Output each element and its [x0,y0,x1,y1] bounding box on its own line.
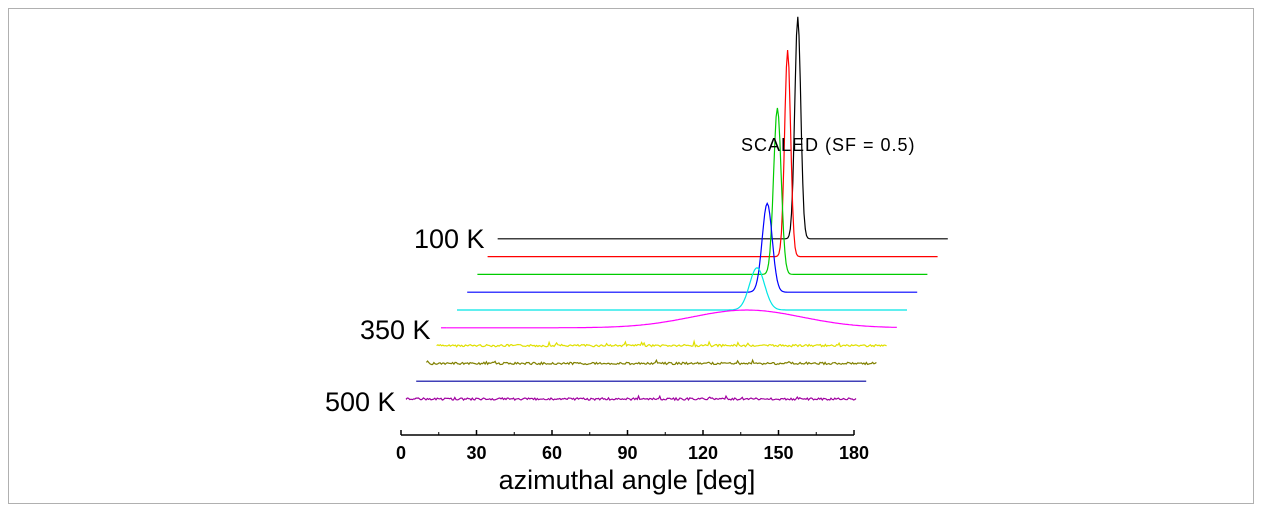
chart-frame: 0 30 60 90 120 150 180 azimuthal angle [deg] S… [8,8,1254,504]
series-trace-5 [446,309,897,329]
x-tick-label-3: 90 [617,443,637,463]
series-trace-3 [467,201,918,293]
waterfall-chart: 0 30 60 90 120 150 180 azimuthal angle [deg] S… [325,16,948,495]
temp-label-350k: 350 K [360,315,431,345]
scaled-annotation: SCALED (SF = 0.5) [741,135,916,155]
x-tick-label-2: 60 [542,443,562,463]
x-tick-label-4: 120 [688,443,718,463]
x-tick-label-1: 30 [466,443,486,463]
series-traces [405,16,948,402]
x-axis-label: azimuthal angle [deg] [499,465,756,495]
x-tick-label-5: 150 [763,443,793,463]
x-axis-ticks: 0 30 60 90 120 150 180 [396,430,869,463]
x-tick-label-0: 0 [396,443,406,463]
series-trace-0 [497,16,948,240]
x-tick-label-6: 180 [839,443,869,463]
series-trace-4 [457,267,907,311]
series-trace-6 [436,339,887,348]
temp-label-500k: 500 K [325,387,396,417]
series-trace-1 [487,50,938,258]
series-trace-2 [477,107,928,275]
series-trace-7 [425,358,877,366]
x-axis: 0 30 60 90 120 150 180 [396,430,869,463]
series-trace-9 [405,394,857,402]
temp-label-100k: 100 K [414,224,485,254]
